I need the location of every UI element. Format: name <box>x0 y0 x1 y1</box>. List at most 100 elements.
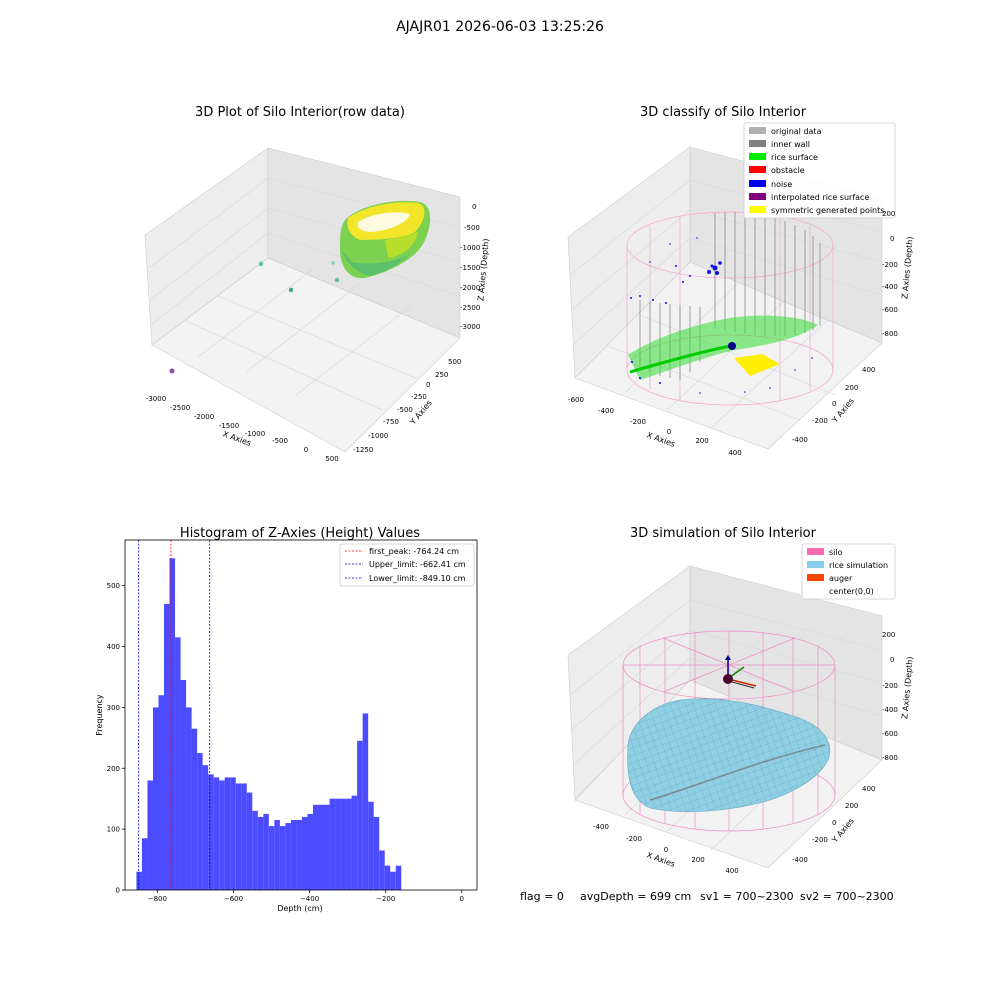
classify-noise-point <box>718 261 722 265</box>
classify-legend-entry: inner wall <box>749 140 810 149</box>
sim-x-axis-label: X Axies <box>645 850 676 869</box>
sim-y-tick-label: 0 <box>832 819 836 827</box>
classify-x-tick-label: 400 <box>728 449 741 457</box>
classify-legend-box <box>743 122 896 219</box>
hist-bar <box>164 603 170 890</box>
classify-legend-entry: noise <box>749 180 792 189</box>
hist-y-tick-label: 100 <box>107 826 120 834</box>
legend-swatch <box>807 561 824 568</box>
classify-y-tick-label: -200 <box>812 417 828 425</box>
hist-bar <box>186 707 192 890</box>
hist-bars <box>136 558 402 890</box>
classify-x-tick-label: -200 <box>630 418 646 426</box>
hist-bar <box>312 804 319 890</box>
legend-swatch <box>807 548 824 555</box>
classify-legend: original data inner wall rice surface ob… <box>743 122 896 219</box>
raw-y-ticks: 500 250 0 -250 -500 -750 -1000 -1250 <box>353 358 461 454</box>
hist-reference-lines <box>138 540 211 890</box>
status-sv2: sv2 = 700~2300 <box>800 890 894 903</box>
hist-bar <box>241 783 247 890</box>
legend-label: symmetric generated points <box>771 206 884 215</box>
hist-bar <box>136 871 142 890</box>
sim-z-axis-label: Z Axies (Depth) <box>900 656 914 719</box>
classify-noise-point <box>631 361 633 363</box>
sim-x-ticks: -400 -200 0 200 400 <box>593 823 739 875</box>
hist-y-tick-label: 0 <box>116 887 120 895</box>
hist-x-axis-label: Depth (cm) <box>277 904 322 913</box>
sim-y-tick-label: 200 <box>845 802 858 810</box>
hist-bar <box>141 838 148 890</box>
legend-swatch <box>749 140 766 147</box>
hist-bar <box>158 695 165 890</box>
sim-auger-x-axis <box>731 679 757 687</box>
hist-bar <box>197 753 203 890</box>
legend-swatch <box>749 153 766 160</box>
classify-x-tick-label: 0 <box>667 428 671 436</box>
legend-label: Upper_limit: -662.41 cm <box>369 560 466 569</box>
hist-bar <box>346 798 352 890</box>
status-line: flag = 0 avgDepth = 699 cm sv1 = 700~230… <box>520 890 894 903</box>
legend-swatch <box>749 180 766 187</box>
sim-z-tick-label: -600 <box>882 730 898 738</box>
legend-label: rice simulation <box>829 561 888 570</box>
raw-y-tick-label: -250 <box>411 393 427 401</box>
hist-bar <box>219 780 225 890</box>
hist-bar <box>169 558 176 890</box>
classify-noise-point <box>710 264 714 268</box>
classify-noise-point <box>699 392 701 394</box>
hist-bar <box>362 713 369 890</box>
classify-rice-surface-ridge <box>629 343 736 374</box>
raw-x-tick-label: -2500 <box>170 404 190 412</box>
hist-bar <box>246 792 253 890</box>
classify-legend-entry: original data <box>749 127 822 136</box>
raw-3d-panel: 3D Plot of Silo Interior(row data) <box>144 105 491 463</box>
classify-noise-point <box>639 295 641 297</box>
hist-panel: Histogram of Z-Axies (Height) Values −80… <box>95 526 478 913</box>
hist-bar <box>202 765 209 890</box>
sim-legend-entry: center(0,0) <box>829 587 874 596</box>
hist-bar <box>357 740 363 890</box>
classify-noise-point <box>707 270 711 274</box>
hist-legend-box <box>339 543 475 587</box>
hist-bar <box>268 826 275 890</box>
hist-bar <box>252 810 258 890</box>
sim-x-tick-label: 0 <box>664 846 668 854</box>
legend-label: rice surface <box>771 153 818 162</box>
classify-noise-point <box>689 275 691 277</box>
sim-y-ticks: 400 200 0 -200 -400 <box>792 785 875 864</box>
raw-y-tick-label: -1000 <box>368 432 388 440</box>
classify-z-tick-label: -400 <box>882 283 898 291</box>
classify-legend-entry: symmetric generated points <box>749 206 884 215</box>
raw-3d-gridlines <box>148 177 461 411</box>
hist-bar <box>384 865 391 890</box>
hist-x-tick-label: −400 <box>300 895 319 903</box>
hist-y-axis-label: Frequency <box>95 694 104 736</box>
hist-bar <box>379 850 385 890</box>
raw-outlier-point <box>331 261 335 265</box>
figure-suptitle: AJAJR01 2026-06-03 13:25:26 <box>396 19 604 35</box>
legend-label: original data <box>771 127 822 136</box>
classify-x-ticks: -600 -400 -200 0 200 400 <box>568 396 742 457</box>
hist-legend: first_peak: -764.24 cm Upper_limit: -662… <box>339 543 475 587</box>
raw-outlier-point <box>258 261 264 267</box>
classify-legend-entry: rice surface <box>749 153 818 162</box>
classify-z-tick-label: -600 <box>882 306 898 314</box>
raw-z-ticks: 0 -500 -1000 -1500 -2000 -2500 -3000 <box>460 203 480 331</box>
hist-x-tick-label: 0 <box>460 895 464 903</box>
hist-chart-title: Histogram of Z-Axies (Height) Values <box>180 526 420 541</box>
classify-y-tick-label: -400 <box>792 436 808 444</box>
hist-x-tick-label: −600 <box>224 895 243 903</box>
hist-bar <box>274 820 280 890</box>
sim-x-tick-label: 400 <box>725 867 738 875</box>
legend-label: obstacle <box>771 166 805 175</box>
classify-3d-panel: 3D classify of Silo Interior <box>567 105 915 457</box>
classify-x-tick-label: -600 <box>568 396 584 404</box>
sim-chart-title: 3D simulation of Silo Interior <box>630 526 817 541</box>
classify-symmetric-points <box>734 354 780 376</box>
classify-y-tick-label: 0 <box>832 400 836 408</box>
hist-bar <box>224 777 231 890</box>
hist-bar <box>257 816 264 890</box>
raw-outlier-point <box>169 368 175 374</box>
raw-x-tick-label: -1000 <box>245 430 265 438</box>
hist-y-tick-label: 400 <box>107 643 120 651</box>
